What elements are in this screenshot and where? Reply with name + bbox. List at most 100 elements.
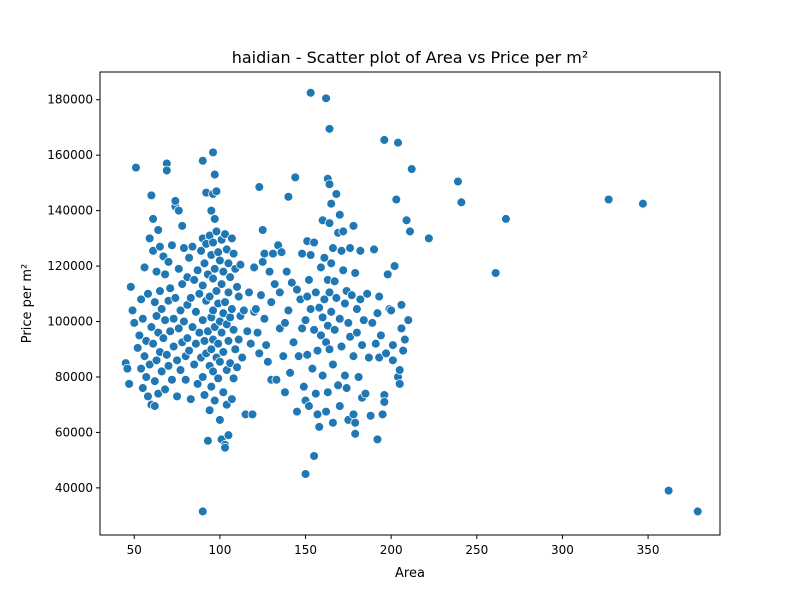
data-point xyxy=(216,279,227,289)
data-point xyxy=(403,315,414,325)
data-point xyxy=(280,318,290,328)
data-point xyxy=(199,390,210,400)
data-point xyxy=(394,379,405,389)
data-point xyxy=(213,373,223,384)
data-point xyxy=(227,394,237,404)
data-point xyxy=(369,244,379,255)
data-point xyxy=(381,348,391,359)
data-point xyxy=(352,327,362,338)
data-point xyxy=(268,248,278,259)
data-point xyxy=(144,359,155,370)
data-point xyxy=(197,315,208,325)
data-point xyxy=(278,351,289,361)
data-point xyxy=(187,241,198,252)
data-point xyxy=(163,361,174,371)
data-point xyxy=(129,318,140,328)
data-point xyxy=(254,348,265,359)
data-point xyxy=(151,355,162,366)
data-point xyxy=(382,269,393,280)
data-point xyxy=(293,351,304,361)
data-point xyxy=(340,298,350,309)
data-point xyxy=(180,374,191,385)
data-point xyxy=(300,315,311,325)
data-point xyxy=(352,304,362,314)
data-point xyxy=(276,247,287,257)
data-point xyxy=(377,409,388,420)
data-point xyxy=(338,265,348,276)
data-point xyxy=(216,327,227,338)
data-point xyxy=(208,147,218,158)
data-point xyxy=(139,351,150,361)
data-point xyxy=(324,179,335,190)
data-point xyxy=(288,337,299,348)
data-point xyxy=(191,307,201,317)
data-point xyxy=(155,286,165,296)
data-point xyxy=(379,135,390,145)
data-point xyxy=(213,247,223,257)
data-point xyxy=(302,350,313,360)
data-point xyxy=(151,266,162,277)
data-point xyxy=(175,305,186,316)
chart-title: haidian - Scatter plot of Area vs Price … xyxy=(232,48,589,67)
data-point xyxy=(143,289,153,299)
y-tick-label: 40000 xyxy=(55,481,93,495)
y-tick-label: 80000 xyxy=(55,370,93,384)
data-point xyxy=(490,268,501,278)
data-point xyxy=(329,276,340,287)
data-point xyxy=(165,326,175,336)
data-point xyxy=(203,435,213,446)
y-tick-label: 60000 xyxy=(55,425,93,439)
data-point xyxy=(227,304,237,314)
data-point xyxy=(335,210,345,220)
data-point xyxy=(391,194,402,205)
data-point xyxy=(321,93,331,104)
data-point xyxy=(148,246,158,256)
data-point xyxy=(208,366,218,377)
data-point xyxy=(285,368,295,378)
data-point xyxy=(150,297,160,307)
data-point xyxy=(398,345,408,356)
data-point xyxy=(393,137,403,148)
data-point xyxy=(138,383,148,393)
y-axis-ticks: 40000 60000 80000 100000 120000 140000 160000 1… xyxy=(47,93,100,495)
data-point xyxy=(204,405,215,416)
data-point xyxy=(127,305,138,316)
data-point xyxy=(220,229,230,239)
data-point xyxy=(319,252,330,263)
data-point xyxy=(264,266,275,277)
data-point xyxy=(263,356,273,367)
data-point xyxy=(311,287,321,298)
data-point xyxy=(204,291,215,302)
data-point xyxy=(242,326,253,336)
data-point xyxy=(134,330,145,341)
data-point xyxy=(336,341,347,352)
data-point xyxy=(350,417,360,428)
y-tick-label: 180000 xyxy=(47,93,93,107)
y-tick-label: 100000 xyxy=(47,315,93,329)
data-point xyxy=(138,313,148,324)
data-point xyxy=(304,401,314,411)
x-tick-label: 300 xyxy=(551,543,574,557)
data-point xyxy=(239,305,249,316)
data-point xyxy=(160,315,170,325)
data-point xyxy=(302,291,313,302)
data-point xyxy=(357,340,367,350)
data-point xyxy=(218,266,229,277)
data-point xyxy=(396,323,407,334)
data-point xyxy=(251,304,261,314)
data-point xyxy=(230,344,241,355)
data-point xyxy=(323,320,333,331)
data-point xyxy=(372,434,383,445)
data-point xyxy=(355,246,366,256)
data-point xyxy=(136,294,146,305)
data-point xyxy=(206,205,217,216)
data-point xyxy=(170,196,181,206)
data-point xyxy=(348,221,359,231)
data-point xyxy=(252,327,263,338)
data-point xyxy=(501,214,511,224)
data-point xyxy=(309,325,319,335)
data-point xyxy=(228,373,239,384)
data-point xyxy=(257,257,268,267)
